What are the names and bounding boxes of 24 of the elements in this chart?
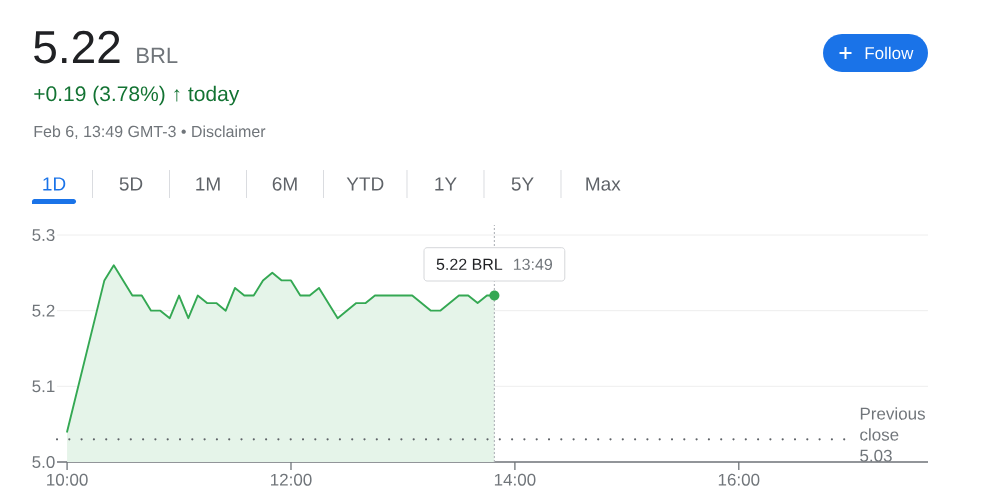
text: 5D [119, 177, 143, 191]
annotation: 5.22 BRL [436, 258, 503, 271]
text: 6M [272, 177, 297, 191]
text: 1M [196, 177, 220, 191]
x-tick-label: 14:00 [494, 473, 536, 486]
text: Follow [865, 46, 914, 60]
x-tick-label: 16:00 [718, 473, 760, 486]
text: Max [586, 177, 621, 191]
text: YTD [346, 177, 384, 191]
x-tick-label: 12:00 [271, 473, 312, 486]
y-tick-label: 5.1 [32, 380, 55, 393]
text: BRL [137, 47, 178, 63]
y-tick-label: 5.2 [32, 304, 55, 317]
annotation: 13:49 [513, 258, 553, 271]
ref-line-label: Previous close 5.03 [860, 407, 925, 462]
text: 5Y [511, 177, 534, 191]
x-tick-label: 10:00 [47, 473, 88, 486]
chart-subtitle: +0.19 (3.78%) ↑ today [34, 85, 240, 106]
text: Feb 6, 13:49 GMT-3 • Disclaimer [34, 125, 266, 140]
chart-title: 5.22 [34, 30, 120, 64]
y-tick-label: 5.3 [32, 228, 55, 242]
text: 1D [43, 177, 66, 191]
y-tick-label: 5.0 [32, 455, 55, 469]
text: 1Y [435, 177, 457, 191]
